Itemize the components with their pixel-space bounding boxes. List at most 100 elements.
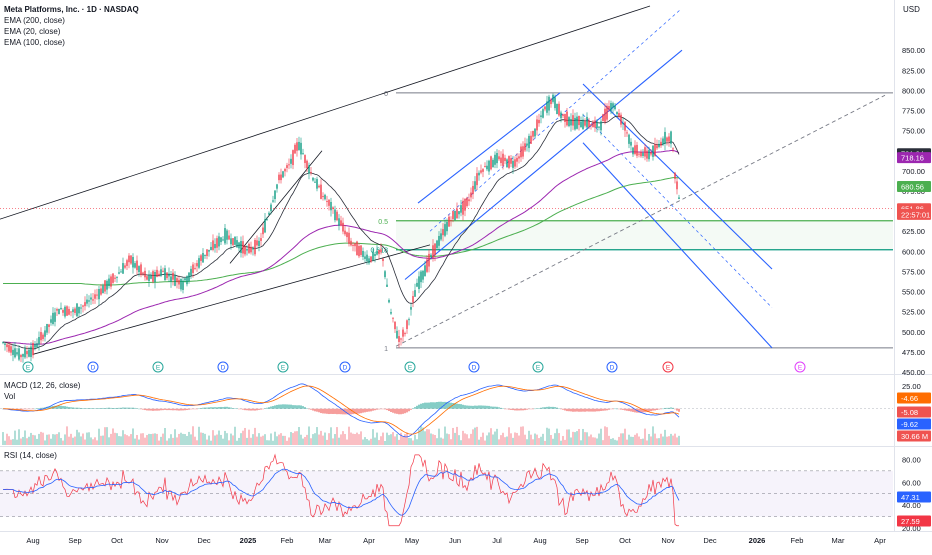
macd-histogram-bar xyxy=(336,408,338,415)
volume-bar xyxy=(506,436,508,445)
volume-bar xyxy=(360,431,362,445)
candle-body xyxy=(386,284,388,287)
volume-bar xyxy=(640,439,642,445)
macd-histogram-bar xyxy=(510,408,512,410)
price-tick-label: 550.00 xyxy=(902,288,925,297)
macd-histogram-bar xyxy=(76,407,78,409)
volume-bar xyxy=(424,431,426,445)
candle-body xyxy=(486,165,488,170)
volume-bar xyxy=(320,430,322,445)
candle-body xyxy=(606,105,608,120)
candle-body xyxy=(206,249,208,257)
macd-histogram-bar xyxy=(478,405,480,409)
macd-histogram-bar xyxy=(506,408,508,410)
volume-bar xyxy=(658,438,660,445)
candle-body xyxy=(182,280,184,290)
symbol-title[interactable]: Meta Platforms, Inc. · 1D · NASDAQ xyxy=(4,5,139,14)
macd-histogram-bar xyxy=(486,405,488,409)
candle-body xyxy=(458,211,460,215)
macd-histogram-bar xyxy=(150,408,152,411)
macd-histogram-bar xyxy=(158,408,160,411)
macd-histogram-bar xyxy=(202,407,204,409)
volume-bar xyxy=(634,434,636,445)
rsi-title[interactable]: RSI (14, close) xyxy=(4,451,57,460)
candle-body xyxy=(162,270,164,272)
macd-histogram-bar xyxy=(24,408,26,410)
candle-body xyxy=(198,258,200,268)
candle-body xyxy=(148,275,150,281)
macd-histogram-bar xyxy=(606,408,608,411)
macd-histogram-bar xyxy=(666,407,668,409)
rsi-tick-label: 80.00 xyxy=(902,455,921,464)
volume-bar xyxy=(200,432,202,445)
macd-histogram-bar xyxy=(630,408,632,412)
volume-bar xyxy=(322,435,324,445)
candle-body xyxy=(228,235,230,240)
macd-histogram-bar xyxy=(264,408,266,409)
candle-body xyxy=(146,276,148,280)
candle-body xyxy=(540,115,542,117)
candle-body xyxy=(578,115,580,126)
candle-body xyxy=(212,240,214,250)
macd-histogram-bar xyxy=(168,408,170,411)
macd-histogram-bar xyxy=(160,408,162,411)
candle-body xyxy=(204,254,206,256)
candle-body xyxy=(166,272,168,279)
macd-histogram-bar xyxy=(288,404,290,409)
volume-bar xyxy=(260,436,262,445)
macd-histogram-bar xyxy=(370,408,372,412)
candle-body xyxy=(542,109,544,118)
volume-bar xyxy=(620,433,622,445)
candle-body xyxy=(422,270,424,280)
volume-bar xyxy=(170,434,172,445)
candle-body xyxy=(236,240,238,248)
candle-body xyxy=(8,344,10,352)
macd-histogram-bar xyxy=(614,408,616,410)
macd-histogram-bar xyxy=(658,408,660,410)
ema-100-label[interactable]: EMA (100, close) xyxy=(4,38,65,47)
volume-bar xyxy=(286,440,288,445)
volume-bar xyxy=(596,438,598,445)
ema-200-label[interactable]: EMA (200, close) xyxy=(4,16,65,25)
macd-histogram-bar xyxy=(436,402,438,409)
volume-bar xyxy=(448,434,450,445)
volume-title[interactable]: Vol xyxy=(4,392,16,401)
volume-bar xyxy=(294,431,296,445)
ema-20-label[interactable]: EMA (20, close) xyxy=(4,27,61,36)
candle-body xyxy=(144,270,146,278)
volume-bar xyxy=(556,428,558,445)
macd-histogram-bar xyxy=(280,404,282,409)
macd-histogram-bar xyxy=(492,406,494,409)
candle-body xyxy=(108,278,110,286)
candle-body xyxy=(28,349,30,357)
volume-bar xyxy=(476,426,478,445)
volume-bar xyxy=(44,440,46,445)
macd-histogram-bar xyxy=(248,408,250,411)
rsi-badge-label: 47.31 xyxy=(901,493,920,502)
candle-body xyxy=(186,276,188,285)
macd-title[interactable]: MACD (12, 26, close) xyxy=(4,381,81,390)
volume-bar xyxy=(354,434,356,445)
volume-bar xyxy=(664,429,666,445)
candle-body xyxy=(380,249,382,253)
price-tick-label: 500.00 xyxy=(902,328,925,337)
rsi-badge xyxy=(897,491,931,503)
volume-bar xyxy=(326,439,328,445)
candle-body xyxy=(556,103,558,115)
candle-body xyxy=(244,246,246,255)
volume-bar xyxy=(522,426,524,445)
volume-bar xyxy=(212,430,214,445)
volume-bar xyxy=(242,430,244,445)
candle-body xyxy=(618,113,620,118)
candle-body xyxy=(378,250,380,255)
volume-bar xyxy=(376,432,378,445)
volume-bar xyxy=(524,434,526,445)
macd-histogram-bar xyxy=(78,407,80,409)
volume-bar xyxy=(204,433,206,445)
rsi-badge-label: 27.59 xyxy=(901,517,920,526)
volume-bar xyxy=(30,432,32,445)
time-tick-label: Feb xyxy=(791,536,804,545)
volume-bar xyxy=(400,432,402,445)
